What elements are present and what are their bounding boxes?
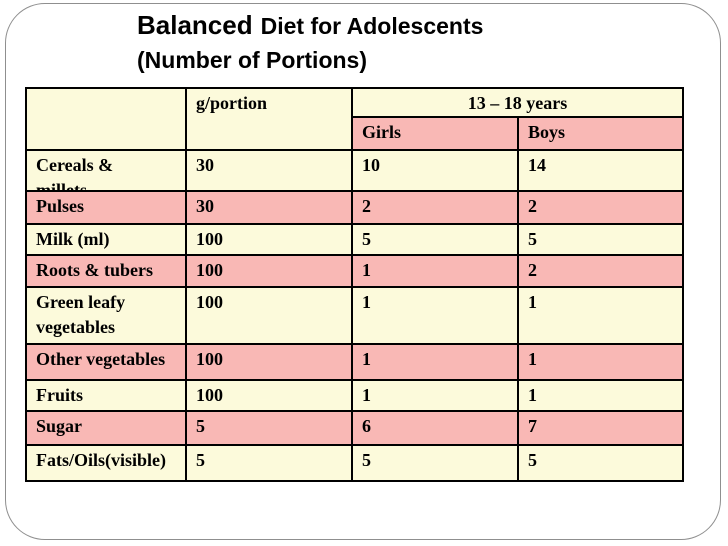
table-row-green-leafy-vegetables: Green leafy vegetables 100 1 1: [25, 286, 685, 345]
boys-value-cell: 5: [516, 444, 685, 482]
title-line-2: (Number of Portions): [137, 47, 367, 73]
g-portion-cell: 100: [185, 379, 353, 412]
girls-value-cell: 5: [351, 223, 519, 256]
row-label-line2: vegetables: [36, 317, 115, 337]
row-label-cell: Fats/Oils(visible): [25, 444, 187, 482]
row-label-line1: Green leafy: [36, 292, 126, 312]
g-portion-cell: 5: [185, 410, 353, 446]
girls-value-cell: 1: [351, 254, 519, 288]
boys-value-cell: 2: [516, 254, 685, 288]
table-header-row-1: g/portion 13 – 18 years: [25, 87, 685, 151]
g-portion-cell: 100: [185, 286, 353, 345]
g-portion-cell: 100: [185, 343, 353, 381]
table-row-roots-tubers: Roots & tubers 100 1 2: [25, 254, 685, 288]
g-portion-cell: 5: [185, 444, 353, 482]
row-label-cell: Green leafy vegetables: [25, 286, 187, 345]
table-header-row-2: Girls Boys: [26, 116, 685, 151]
row-label-cell: Cereals & millets: [25, 149, 187, 192]
girls-value-cell: 2: [351, 190, 519, 225]
boys-value-cell: 1: [516, 379, 685, 412]
boys-value-cell: 1: [516, 343, 685, 381]
header-cell-g-portion: g/portion: [185, 87, 353, 151]
girls-value-cell: 1: [351, 286, 519, 345]
row-label-cell: Pulses: [25, 190, 187, 225]
header-cell-boys: Boys: [516, 116, 685, 151]
boys-value-cell: 14: [516, 149, 685, 192]
row-label-cell: Sugar: [25, 410, 187, 446]
boys-value-cell: 1: [516, 286, 685, 345]
row-label-cell: Other vegetables: [25, 343, 187, 381]
row-label-cell: Roots & tubers: [25, 254, 187, 288]
row-label-line1: Cereals &: [36, 155, 114, 175]
title-bold-text: Balanced: [137, 10, 253, 40]
table-row-fruits: Fruits 100 1 1: [25, 379, 685, 412]
boys-value-cell: 7: [516, 410, 685, 446]
g-portion-cell: 30: [185, 190, 353, 225]
header-cell-blank: [25, 87, 187, 151]
boys-value-cell: 5: [516, 223, 685, 256]
header-cell-girls: Girls: [351, 116, 519, 151]
girls-value-cell: 6: [351, 410, 519, 446]
title-line-1: Balanced Diet for Adolescents: [137, 10, 483, 45]
header-cell-age-range: 13 – 18 years: [350, 87, 685, 118]
table-row-cereals-millets: Cereals & millets 30 10 14: [25, 149, 685, 192]
slide-title: Balanced Diet for Adolescents (Number of …: [137, 10, 483, 76]
row-label-cell: Milk (ml): [25, 223, 187, 256]
row-label-cell: Fruits: [25, 379, 187, 412]
table-row-fats-oils: Fats/Oils(visible) 5 5 5: [25, 444, 685, 482]
row-label-lines: Cereals & millets: [36, 153, 176, 190]
table-row-sugar: Sugar 5 6 7: [25, 410, 685, 446]
diet-portions-table: g/portion 13 – 18 years Girls Boys Cerea…: [25, 87, 685, 482]
g-portion-cell: 100: [185, 254, 353, 288]
row-label-lines: Green leafy vegetables: [36, 290, 176, 340]
girls-value-cell: 5: [351, 444, 519, 482]
table-row-pulses: Pulses 30 2 2: [25, 190, 685, 225]
table-row-other-vegetables: Other vegetables 100 1 1: [25, 343, 685, 381]
g-portion-cell: 100: [185, 223, 353, 256]
boys-value-cell: 2: [516, 190, 685, 225]
g-portion-cell: 30: [185, 149, 353, 192]
title-regular-text: Diet for Adolescents: [260, 13, 484, 39]
girls-value-cell: 10: [351, 149, 519, 192]
table-row-milk: Milk (ml) 100 5 5: [25, 223, 685, 256]
girls-value-cell: 1: [351, 343, 519, 381]
row-label-line2-clipped: millets: [36, 180, 87, 190]
slide-rounded-border: [5, 3, 721, 540]
girls-value-cell: 1: [351, 379, 519, 412]
